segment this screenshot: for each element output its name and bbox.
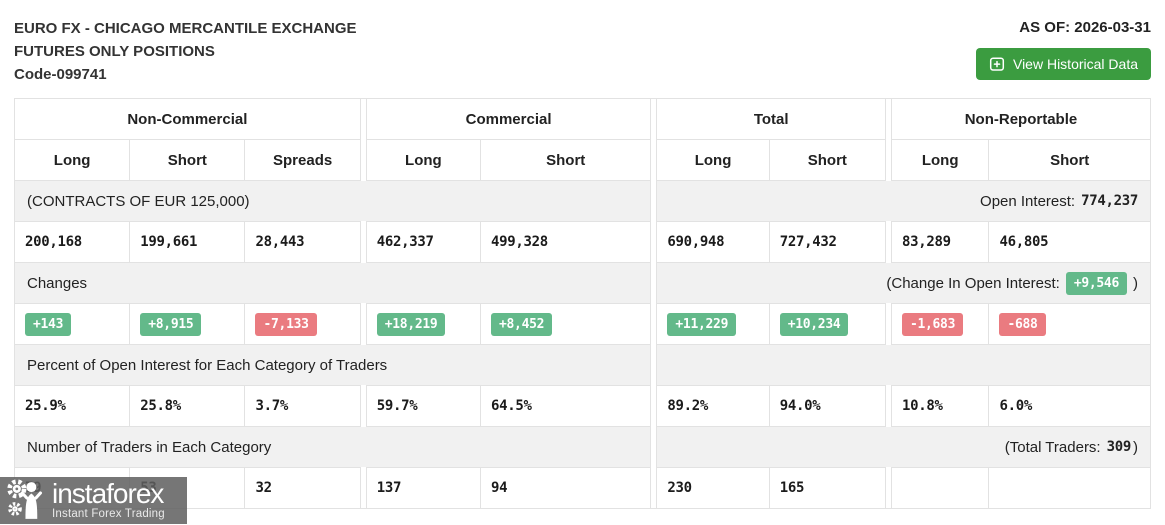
position-cell: 28,443 [245, 222, 360, 262]
header-right: AS OF: 2026-03-31 View Historical Data [975, 17, 1151, 80]
open-interest-value: 774,237 [1081, 193, 1138, 209]
view-historical-data-button[interactable]: View Historical Data [975, 48, 1151, 80]
percent-cell: 59.7% [366, 386, 480, 426]
group-header-non-reportable: Non-Reportable [891, 99, 1150, 139]
report-code: Code-099741 [14, 66, 107, 83]
group-gap [360, 99, 366, 508]
change-in-open-interest: (Change In Open Interest: +9,546 ) [657, 263, 1150, 303]
change-badge: +8,915 [140, 312, 202, 336]
total-traders-value: 309 [1106, 439, 1132, 455]
change-cell: +11,229 [657, 304, 769, 344]
group-header-commercial: Commercial [366, 99, 651, 139]
contracts-label: (CONTRACTS OF EUR 125,000) [15, 181, 651, 221]
column-header: Short [481, 140, 651, 180]
positions-table: Non-Commercial Commercial Total Non-Repo… [14, 98, 1151, 509]
change-badge: -1,683 [901, 312, 964, 336]
change-cell: +143 [15, 304, 130, 344]
percent-cell: 25.9% [15, 386, 130, 426]
change-cell: +8,452 [481, 304, 651, 344]
traders-cell: 137 [366, 468, 480, 508]
change-oi-suffix: ) [1133, 274, 1138, 292]
header: EURO FX - CHICAGO MERCANTILE EXCHANGE FU… [0, 0, 1165, 86]
change-badge: +8,452 [491, 312, 553, 336]
change-badge: -7,133 [255, 312, 317, 336]
percent-cell: 64.5% [481, 386, 651, 426]
percent-cell: 25.8% [130, 386, 245, 426]
change-cell: +18,219 [366, 304, 480, 344]
report-title-block: EURO FX - CHICAGO MERCANTILE EXCHANGE FU… [14, 17, 357, 86]
group-gap [885, 99, 891, 508]
column-header: Long [891, 140, 989, 180]
change-oi-prefix: (Change In Open Interest: [886, 274, 1060, 292]
position-cell: 83,289 [891, 222, 989, 262]
total-traders: (Total Traders: 309 ) [657, 427, 1150, 467]
instaforex-logo-icon [5, 476, 45, 525]
instaforex-wordmark: instaforex Instant Forex Trading [52, 478, 165, 521]
total-traders-suffix: ) [1133, 438, 1138, 456]
traders-cell [989, 468, 1150, 508]
percent-cell: 3.7% [245, 386, 360, 426]
column-header: Short [989, 140, 1150, 180]
group-header-total: Total [657, 99, 885, 139]
position-cell: 690,948 [657, 222, 769, 262]
instaforex-watermark: instaforex Instant Forex Trading [0, 477, 187, 524]
change-badge: +18,219 [376, 312, 446, 336]
percent-of-oi-label: Percent of Open Interest for Each Catego… [15, 345, 651, 385]
column-header: Long [15, 140, 130, 180]
change-badge: -688 [999, 312, 1046, 336]
change-cell: +10,234 [769, 304, 885, 344]
traders-cell: 94 [481, 468, 651, 508]
change-cell: -688 [989, 304, 1150, 344]
position-cell: 727,432 [769, 222, 885, 262]
report-title: EURO FX - CHICAGO MERCANTILE EXCHANGE [14, 20, 357, 37]
percent-band-right [657, 345, 1150, 385]
view-historical-data-label: View Historical Data [1012, 56, 1138, 72]
change-cell: +8,915 [130, 304, 245, 344]
traders-cell: 32 [245, 468, 360, 508]
as-of-date: AS OF: 2026-03-31 [1019, 19, 1151, 36]
traders-cell [891, 468, 989, 508]
number-of-traders-label: Number of Traders in Each Category [15, 427, 651, 467]
column-header: Short [769, 140, 885, 180]
group-header-non-commercial: Non-Commercial [15, 99, 360, 139]
column-header: Spreads [245, 140, 360, 180]
calendar-plus-icon [989, 56, 1005, 72]
group-gap [651, 99, 657, 508]
instaforex-brand-text: instaforex [52, 478, 164, 509]
traders-cell: 230 [657, 468, 769, 508]
column-header: Long [366, 140, 480, 180]
position-cell: 499,328 [481, 222, 651, 262]
percent-cell: 6.0% [989, 386, 1150, 426]
position-cell: 200,168 [15, 222, 130, 262]
column-header: Short [130, 140, 245, 180]
column-header: Long [657, 140, 769, 180]
total-traders-prefix: (Total Traders: [1004, 438, 1101, 456]
percent-cell: 89.2% [657, 386, 769, 426]
percent-cell: 94.0% [769, 386, 885, 426]
change-badge: +10,234 [779, 312, 849, 336]
change-oi-badge: +9,546 [1065, 271, 1127, 295]
position-cell: 462,337 [366, 222, 480, 262]
change-cell: -7,133 [245, 304, 360, 344]
percent-cell: 10.8% [891, 386, 989, 426]
change-cell: -1,683 [891, 304, 989, 344]
report-subtitle: FUTURES ONLY POSITIONS [14, 43, 215, 60]
traders-cell: 165 [769, 468, 885, 508]
changes-label: Changes [15, 263, 651, 303]
instaforex-tagline: Instant Forex Trading [52, 508, 165, 520]
change-badge: +11,229 [667, 312, 737, 336]
change-badge: +143 [25, 312, 72, 336]
open-interest-label: Open Interest: [980, 192, 1076, 210]
position-cell: 199,661 [130, 222, 245, 262]
position-cell: 46,805 [989, 222, 1150, 262]
open-interest: Open Interest: 774,237 [657, 181, 1150, 221]
